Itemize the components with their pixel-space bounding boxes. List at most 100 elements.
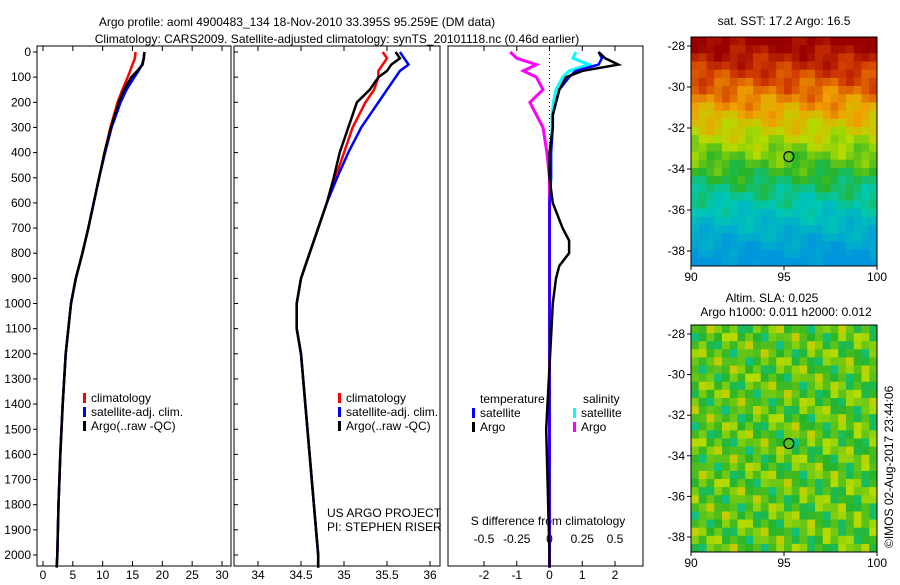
sla-map-cell (776, 470, 785, 480)
sst-map-cell (714, 86, 723, 95)
lat-tick-label: -32 (668, 408, 686, 422)
sla-map-cell (791, 487, 800, 496)
sla-map-cell (698, 519, 707, 529)
sla-map-cell (799, 397, 808, 407)
sst-map-cell (846, 86, 855, 95)
sst-map-cell (853, 192, 862, 202)
sst-map-cell (791, 216, 800, 226)
sst-map-cell (815, 249, 824, 259)
sla-map-cell (737, 503, 746, 512)
project-line-1: US ARGO PROJECT (327, 506, 442, 520)
sla-map-cell (799, 470, 808, 480)
sla-map-cell (698, 397, 707, 407)
sst-map-cell (722, 176, 731, 185)
sla-map-cell (706, 373, 715, 383)
sla-map-cell (807, 341, 816, 350)
sla-map-cell (722, 462, 731, 472)
sla-map-cell (799, 446, 808, 456)
sla-map-cell (706, 543, 715, 553)
sla-map-cell (760, 357, 769, 367)
sla-map-cell (714, 535, 723, 545)
sla-map-cell (822, 397, 831, 407)
sst-map-cell (799, 167, 808, 177)
sla-map-cell (799, 479, 808, 488)
sla-map-cell (838, 479, 847, 488)
sst-map-cell (729, 200, 738, 210)
sla-map-cell (722, 535, 731, 545)
sla-map-cell (861, 325, 870, 334)
sla-map-cell (869, 414, 878, 423)
sst-map-cell (706, 110, 715, 120)
sst-map-cell (784, 143, 793, 152)
sst-map-cell (869, 225, 878, 234)
sla-map-cell (776, 454, 785, 464)
sla-map-cell (853, 381, 862, 391)
sst-map-cell (807, 151, 816, 161)
sst-map-cell (760, 69, 769, 79)
legend-label: climatology (91, 391, 151, 405)
sst-map-cell (853, 257, 862, 267)
sla-map-cell (714, 430, 723, 439)
sst-map-cell (729, 53, 738, 63)
sst-map-cell (714, 53, 723, 63)
temperature-plot-frame (36, 45, 232, 567)
sla-map-cell (807, 462, 816, 472)
sla-map-cell (753, 495, 762, 504)
sst-map-cell (753, 53, 762, 63)
sla-map-cell (729, 430, 738, 439)
sla-map-cell (729, 495, 738, 504)
sst-map-cell (729, 225, 738, 234)
sst-map-cell (753, 233, 762, 242)
sst-map-cell (714, 208, 723, 218)
sla-map-cell (846, 495, 855, 504)
sst-map-cell (846, 126, 855, 136)
sla-map-cell (869, 422, 878, 431)
sst-map-cell (698, 135, 707, 144)
sst-map-cell (737, 184, 746, 193)
lat-tick-label: -38 (668, 530, 686, 544)
sla-map-cell (706, 414, 715, 423)
sst-map-cell (869, 200, 878, 210)
sla-map-cell (869, 479, 878, 488)
sst-map-cell (830, 77, 839, 87)
sla-map-cell (760, 535, 769, 545)
sla-map-cell (729, 349, 738, 358)
sst-map-cell (869, 208, 878, 218)
sst-map-cell (791, 45, 800, 54)
sla-map-cell (737, 422, 746, 431)
sst-map-cell (784, 257, 793, 267)
sst-map-cell (698, 249, 707, 259)
sst-map-cell (737, 159, 746, 169)
sst-map-cell (745, 176, 754, 185)
salinity-tick-label: 34.5 (289, 568, 313, 580)
sst-map-cell (838, 53, 847, 63)
sla-map-cell (815, 511, 824, 521)
sla-map-cell (753, 365, 762, 375)
sla-map-cell (722, 325, 731, 334)
sla-map-cell (853, 462, 862, 472)
sla-map-cell (861, 479, 870, 488)
sst-map-cell (807, 143, 816, 152)
sla-map-cell (861, 365, 870, 375)
sst-map-cell (776, 167, 785, 177)
sst-map-cell (799, 176, 808, 185)
sla-map-cell (822, 373, 831, 383)
sla-map-cell (784, 381, 793, 391)
lon-tick-label: 90 (684, 270, 698, 284)
sst-map-cell (853, 233, 862, 242)
sla-map-cell (853, 389, 862, 399)
sst-map-cell (846, 216, 855, 226)
sst-map-cell (822, 69, 831, 79)
sst-map-cell (830, 45, 839, 54)
sst-map-cell (776, 176, 785, 185)
sst-map-cell (737, 37, 746, 46)
sla-map-cell (822, 454, 831, 464)
sst-map-cell (846, 208, 855, 218)
sla-map-cell (822, 438, 831, 448)
sla-map-cell (768, 543, 777, 553)
sla-map-cell (869, 365, 878, 375)
sla-map-cell (799, 543, 808, 553)
sst-map-cell (846, 233, 855, 242)
sst-map-cell (784, 77, 793, 87)
sst-map-cell (729, 167, 738, 177)
